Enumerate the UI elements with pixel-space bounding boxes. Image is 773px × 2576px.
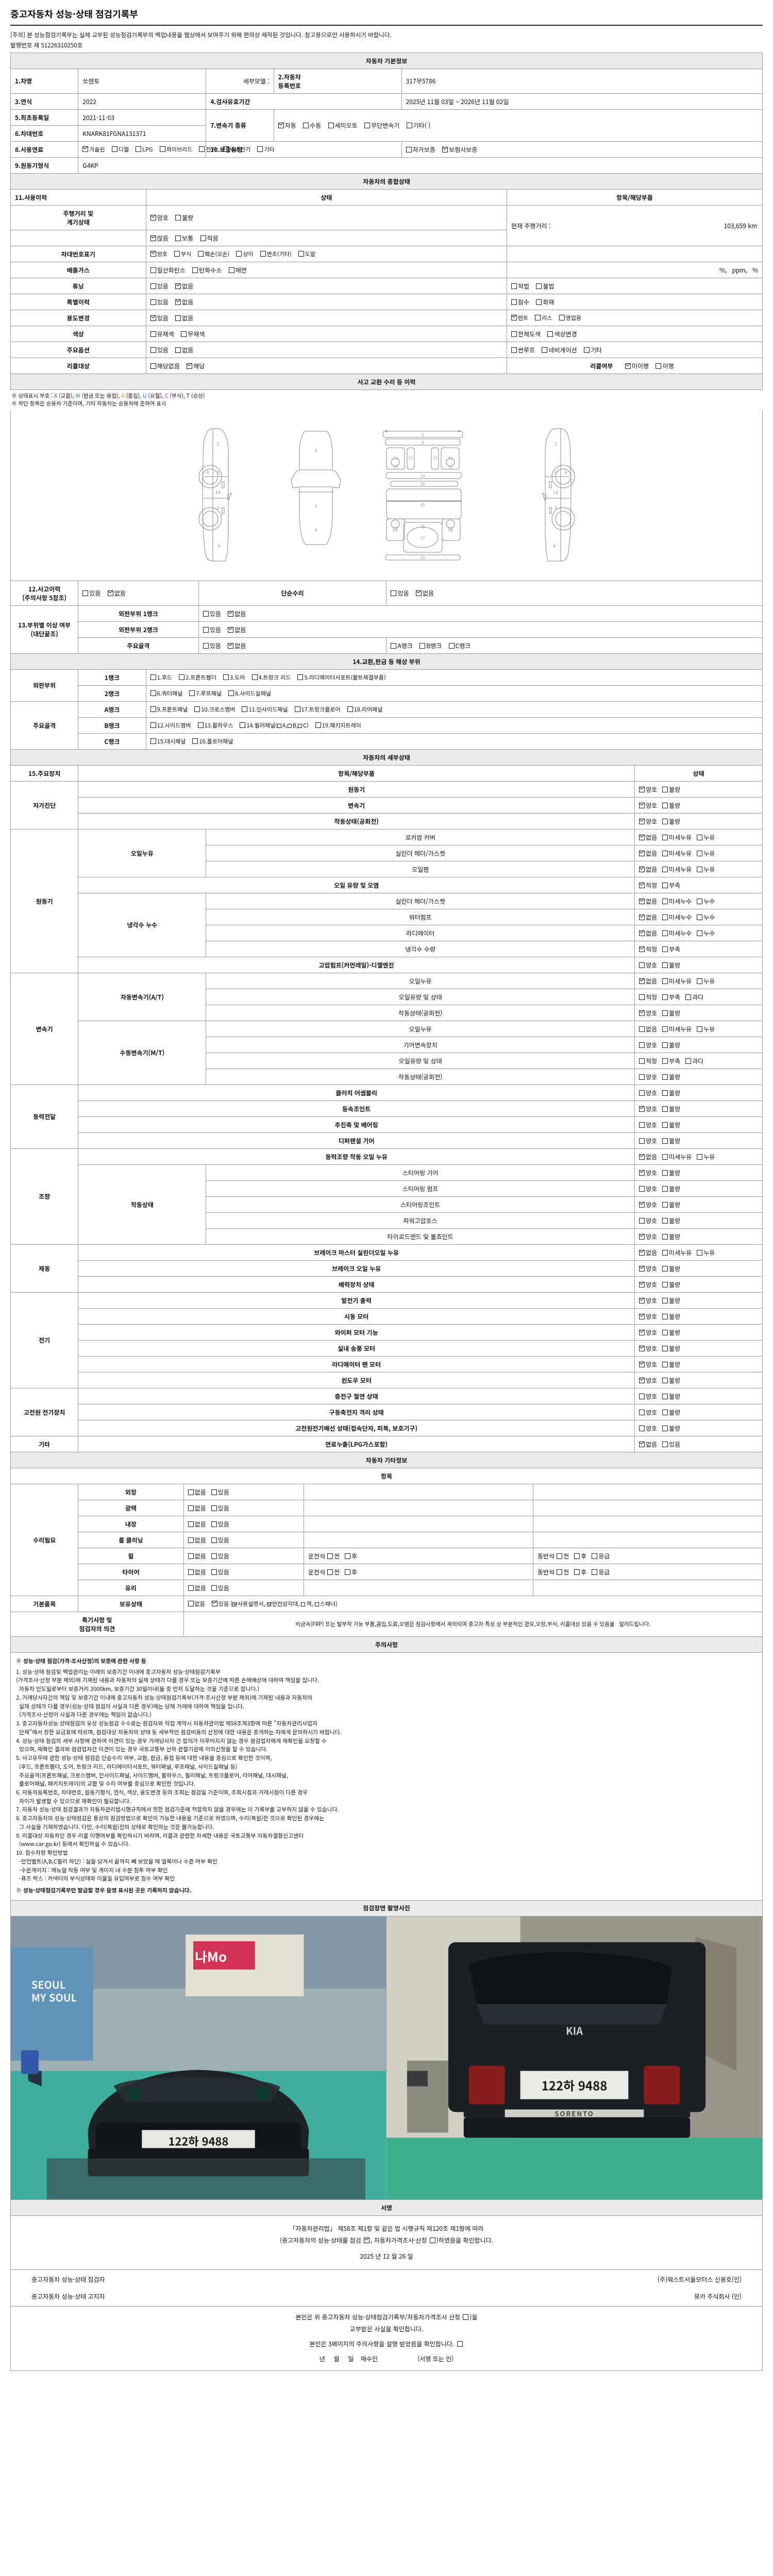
svg-text:1: 1 [314, 447, 317, 453]
svg-text:8: 8 [564, 469, 567, 476]
svg-text:122하 9488: 122하 9488 [169, 2133, 229, 2149]
svg-text:10: 10 [420, 473, 425, 479]
svg-text:18: 18 [420, 555, 425, 561]
svg-text:11: 11 [393, 455, 397, 461]
svg-text:13: 13 [448, 464, 452, 470]
svg-text:14: 14 [553, 489, 558, 496]
svg-text:3: 3 [554, 469, 557, 476]
svg-text:9: 9 [421, 440, 424, 446]
svg-text:16: 16 [420, 502, 425, 507]
svg-text:14: 14 [215, 489, 221, 496]
svg-text:6: 6 [217, 542, 220, 549]
svg-text:3: 3 [216, 469, 219, 476]
svg-text:SORENTO: SORENTO [554, 2108, 594, 2118]
svg-text:2: 2 [216, 440, 219, 447]
svg-text:3: 3 [216, 504, 219, 511]
svg-text:MY SOUL: MY SOUL [31, 1990, 77, 2005]
svg-text:12: 12 [448, 526, 452, 532]
svg-text:19: 19 [420, 524, 425, 530]
svg-text:4: 4 [314, 527, 317, 533]
svg-text:8: 8 [206, 469, 209, 476]
svg-text:7: 7 [314, 503, 317, 510]
svg-text:KIA: KIA [566, 2023, 583, 2038]
svg-text:12: 12 [393, 526, 397, 532]
svg-text:2: 2 [554, 440, 557, 447]
svg-text:17: 17 [420, 535, 425, 541]
svg-text:11: 11 [448, 455, 452, 461]
svg-text:15: 15 [420, 481, 425, 487]
svg-text:12: 12 [432, 455, 437, 461]
svg-text:12: 12 [408, 455, 413, 461]
svg-text:나Mo: 나Mo [195, 1947, 227, 1966]
svg-text:13: 13 [393, 464, 397, 470]
svg-text:122하 9488: 122하 9488 [542, 2076, 608, 2094]
svg-text:3: 3 [554, 504, 557, 511]
svg-text:5: 5 [421, 432, 424, 438]
svg-text:6: 6 [553, 542, 556, 549]
